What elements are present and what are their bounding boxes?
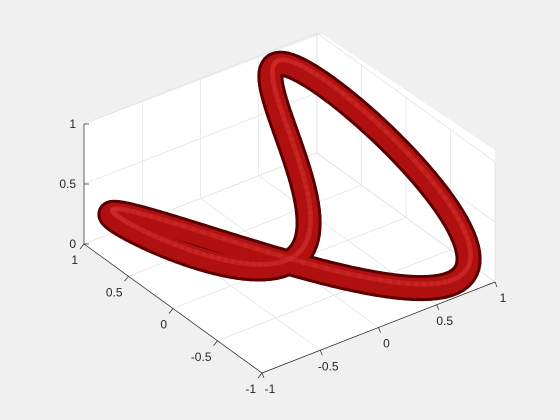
gridline bbox=[83, 32, 318, 125]
x-tick-label: -0.5 bbox=[318, 359, 339, 373]
x-tick-mark bbox=[436, 304, 440, 310]
y-tick-mark bbox=[213, 340, 218, 346]
tube-surface bbox=[97, 50, 482, 302]
y-tick-mark bbox=[257, 372, 263, 379]
z-tick-label: 1 bbox=[69, 117, 76, 131]
x-tick-mark bbox=[494, 281, 498, 288]
z-tick-label: 0.5 bbox=[59, 177, 76, 191]
y-tick-label: 0.5 bbox=[106, 285, 123, 299]
x-tick-label: 0 bbox=[383, 337, 390, 351]
x-tick-label: -1 bbox=[265, 382, 276, 396]
y-tick-mark bbox=[124, 276, 129, 282]
x-tick-mark bbox=[319, 350, 323, 356]
y-tick-label: 1 bbox=[71, 253, 78, 267]
tick-labels: -1 -0.5 0 0.5 1 -1 -0.5 0 0.5 1 0 0.5 1 bbox=[59, 117, 506, 396]
x-tick-label: 0.5 bbox=[436, 314, 453, 328]
tube-segment-highlight bbox=[306, 226, 313, 237]
gridline bbox=[217, 249, 451, 342]
x-tick-label: 1 bbox=[500, 291, 507, 305]
y-tick-label: 0 bbox=[160, 318, 167, 332]
gridline bbox=[316, 32, 496, 163]
x-tick-mark bbox=[378, 327, 381, 333]
gridline bbox=[128, 184, 362, 277]
y-tick-mark bbox=[79, 243, 85, 250]
z-tick-label: 0 bbox=[69, 237, 76, 251]
y-tick-label: -1 bbox=[245, 382, 256, 396]
x-tick-mark bbox=[261, 372, 265, 379]
y-tick-mark bbox=[168, 308, 174, 314]
y-tick-label: -0.5 bbox=[191, 350, 212, 364]
